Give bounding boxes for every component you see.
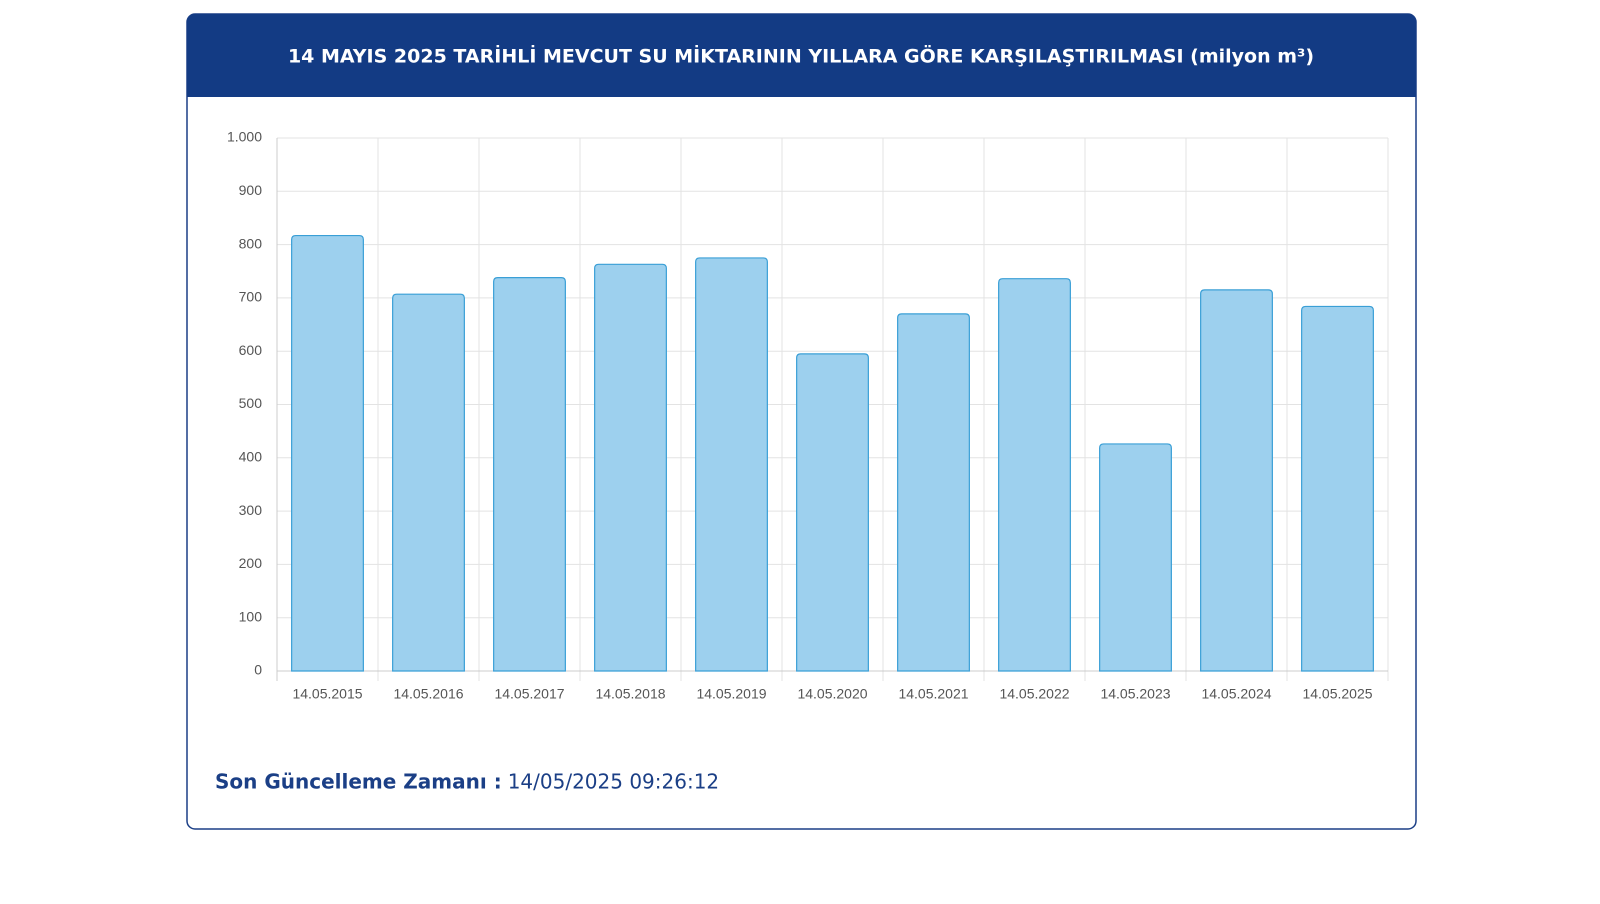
bar: [897, 313, 970, 672]
bar: [1200, 289, 1273, 672]
footer-label: Son Güncelleme Zamanı :: [215, 770, 502, 794]
y-tick-label: 700: [239, 289, 263, 305]
x-tick-label: 14.05.2018: [595, 686, 665, 702]
x-tick-label: 14.05.2023: [1100, 686, 1170, 702]
bar: [493, 277, 566, 672]
y-tick-label: 0: [254, 662, 262, 678]
x-tick-label: 14.05.2021: [898, 686, 968, 702]
x-tick-label: 14.05.2016: [393, 686, 463, 702]
y-tick-label: 600: [239, 342, 263, 358]
y-tick-label: 800: [239, 235, 263, 251]
bar: [1301, 305, 1374, 672]
x-tick-label: 14.05.2017: [494, 686, 564, 702]
card-header: [187, 14, 1416, 97]
x-tick-label: 14.05.2019: [696, 686, 766, 702]
x-tick-label: 14.05.2025: [1302, 686, 1372, 702]
bar: [392, 293, 465, 672]
y-tick-label: 500: [239, 395, 263, 411]
y-tick-label: 200: [239, 555, 263, 571]
bar: [796, 353, 869, 672]
x-tick-label: 14.05.2020: [797, 686, 867, 702]
x-tick-label: 14.05.2022: [999, 686, 1069, 702]
chart-title: 14 MAYIS 2025 TARİHLİ MEVCUT SU MİKTARIN…: [288, 44, 1314, 68]
bar: [998, 278, 1071, 672]
y-tick-label: 300: [239, 502, 263, 518]
y-tick-label: 100: [239, 608, 263, 624]
y-tick-label: 1.000: [227, 129, 262, 145]
bar: [594, 263, 667, 672]
bar: [1099, 443, 1172, 672]
footer-value: 14/05/2025 09:26:12: [508, 770, 719, 794]
bar: [291, 234, 364, 672]
x-tick-label: 14.05.2024: [1201, 686, 1271, 702]
bar: [695, 257, 768, 672]
x-tick-label: 14.05.2015: [292, 686, 362, 702]
y-tick-label: 400: [239, 449, 263, 465]
y-tick-label: 900: [239, 182, 263, 198]
